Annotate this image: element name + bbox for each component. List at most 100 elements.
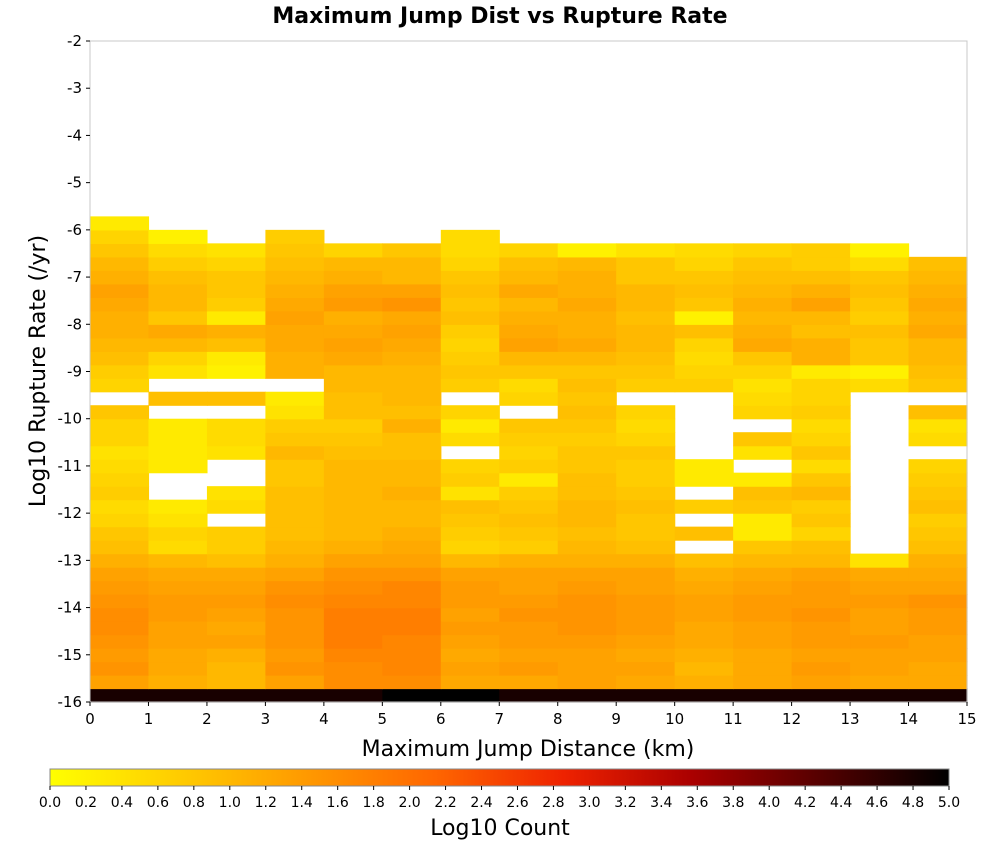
heatmap-cell — [265, 256, 325, 271]
heatmap-cell — [850, 607, 910, 622]
heatmap-cell — [499, 513, 559, 528]
heatmap-cell — [616, 661, 676, 676]
heatmap-cell — [674, 378, 734, 393]
heatmap-cell — [323, 391, 383, 406]
heatmap-cell — [323, 405, 383, 420]
heatmap-cell — [557, 526, 617, 541]
heatmap-cell — [265, 405, 325, 420]
heatmap-cell — [265, 486, 325, 501]
heatmap-cell — [499, 391, 559, 406]
heatmap-cell — [616, 310, 676, 325]
heatmap-cell — [908, 405, 968, 420]
heatmap-cell — [791, 621, 851, 636]
heatmap-cell — [323, 607, 383, 622]
heatmap-cell — [499, 661, 559, 676]
heatmap-cell — [499, 310, 559, 325]
heatmap-cell — [148, 661, 208, 676]
heatmap-cell — [850, 270, 910, 285]
heatmap-cell — [908, 310, 968, 325]
heatmap-cell — [148, 621, 208, 636]
heatmap-cell — [323, 526, 383, 541]
heatmap-cell — [440, 634, 500, 649]
heatmap-cell — [265, 432, 325, 447]
heatmap-cell — [90, 351, 150, 366]
heatmap-cell — [382, 391, 442, 406]
heatmap-cell — [791, 526, 851, 541]
heatmap-cell — [382, 648, 442, 663]
heatmap-cell — [850, 688, 910, 703]
heatmap-cell — [382, 526, 442, 541]
heatmap-cell — [850, 580, 910, 595]
heatmap-cell — [382, 337, 442, 352]
y-tick-label: -7 — [67, 268, 82, 286]
x-tick-label: 12 — [782, 710, 801, 728]
heatmap-cell — [90, 256, 150, 271]
heatmap-cell — [791, 391, 851, 406]
heatmap-cell — [90, 378, 150, 393]
x-tick-label: 15 — [957, 710, 976, 728]
colorbar-tick-label: 4.4 — [830, 795, 852, 811]
heatmap-cell — [908, 634, 968, 649]
heatmap-cell — [850, 378, 910, 393]
heatmap-cell — [206, 594, 266, 609]
heatmap-cell — [850, 567, 910, 582]
heatmap-cell — [674, 499, 734, 514]
x-tick-label: 1 — [144, 710, 154, 728]
heatmap-cell — [499, 297, 559, 312]
heatmap-cell — [850, 297, 910, 312]
heatmap-cell — [206, 553, 266, 568]
heatmap-cell — [148, 499, 208, 514]
heatmap-cell — [206, 337, 266, 352]
heatmap-cell — [90, 553, 150, 568]
heatmap-cell — [90, 607, 150, 622]
heatmap-cell — [265, 459, 325, 474]
heatmap-cell — [440, 594, 500, 609]
heatmap-cell — [791, 324, 851, 339]
heatmap-cell — [791, 594, 851, 609]
heatmap-cell — [499, 324, 559, 339]
heatmap-cell — [557, 324, 617, 339]
heatmap-cell — [850, 553, 910, 568]
heatmap-cell — [206, 526, 266, 541]
heatmap-cell — [265, 445, 325, 460]
heatmap-cell — [557, 459, 617, 474]
heatmap-cell — [674, 243, 734, 258]
heatmap-cell — [616, 553, 676, 568]
heatmap-cell — [908, 418, 968, 433]
heatmap-cell — [206, 634, 266, 649]
heatmap-cell — [557, 405, 617, 420]
heatmap-cell — [265, 310, 325, 325]
y-tick-label: -4 — [67, 126, 82, 144]
heatmap-cell — [616, 364, 676, 379]
colorbar-tick-label: 0.8 — [183, 795, 205, 811]
heatmap-cell — [323, 472, 383, 487]
heatmap-cell — [499, 378, 559, 393]
heatmap-cell — [206, 364, 266, 379]
heatmap-cell — [674, 270, 734, 285]
heatmap-cell — [557, 648, 617, 663]
heatmap-cell — [791, 297, 851, 312]
heatmap-cell — [323, 324, 383, 339]
heatmap-cell — [265, 675, 325, 690]
x-tick-label: 13 — [841, 710, 860, 728]
heatmap-cell — [850, 364, 910, 379]
heatmap-cell — [323, 418, 383, 433]
heatmap-cell — [850, 310, 910, 325]
heatmap-cell — [440, 513, 500, 528]
heatmap-cell — [616, 499, 676, 514]
heatmap-cell — [557, 621, 617, 636]
heatmap-cell — [323, 499, 383, 514]
heatmap-cell — [90, 472, 150, 487]
heatmap-cell — [382, 486, 442, 501]
heatmap-cell — [323, 337, 383, 352]
heatmap-cell — [382, 580, 442, 595]
heatmap-cell — [440, 243, 500, 258]
heatmap-cell — [557, 283, 617, 298]
heatmap-cell — [323, 459, 383, 474]
heatmap-cell — [90, 661, 150, 676]
y-tick-label: -15 — [58, 646, 83, 664]
heatmap-cell — [908, 378, 968, 393]
heatmap-cell — [382, 499, 442, 514]
heatmap-cell — [440, 499, 500, 514]
heatmap-cell — [908, 553, 968, 568]
